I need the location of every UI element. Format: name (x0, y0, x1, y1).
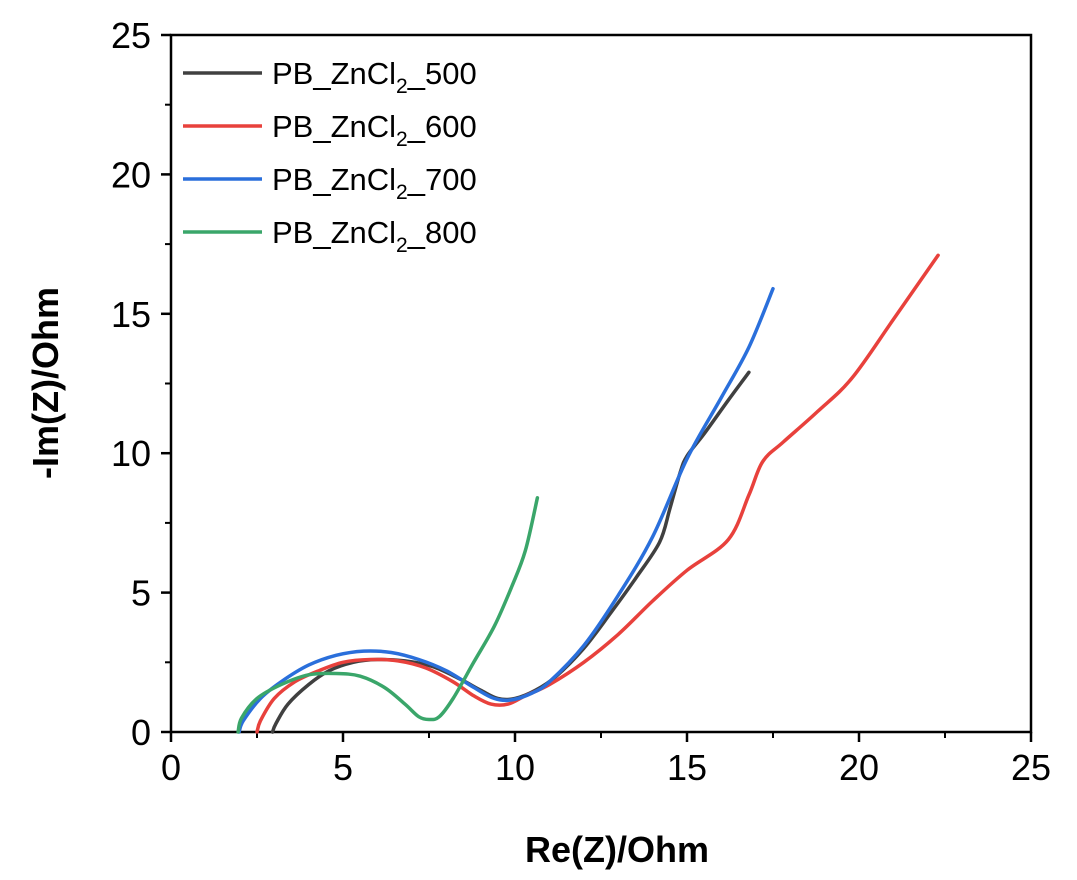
series-line-700 (237, 286, 775, 734)
legend-label: PB_ZnCl2_800 (272, 215, 477, 257)
x-tick-label: 5 (333, 747, 353, 788)
y-tick-label: 25 (111, 15, 151, 56)
x-tick-label: 20 (839, 747, 879, 788)
x-tick-label: 10 (495, 747, 535, 788)
x-tick-label: 0 (161, 747, 181, 788)
y-tick-label: 0 (131, 712, 151, 753)
series-line-600 (255, 253, 940, 734)
y-tick-label: 10 (111, 433, 151, 474)
x-tick-label: 25 (1011, 747, 1051, 788)
y-tick-label: 15 (111, 294, 151, 335)
y-axis-title: -Im(Z)/Ohm (25, 287, 66, 479)
y-tick-label: 5 (131, 573, 151, 614)
series-layer (236, 253, 940, 734)
legend-label: PB_ZnCl2_500 (272, 56, 477, 98)
legend-label: PB_ZnCl2_600 (272, 109, 477, 151)
legend: PB_ZnCl2_500 PB_ZnCl2_600 PB_ZnCl2_700 PB_Z… (183, 56, 477, 257)
series-line-500 (270, 370, 751, 734)
legend-label: PB_ZnCl2_700 (272, 162, 477, 204)
axes-layer: 0 5 10 15 20 25 0 5 10 15 20 25 (111, 15, 1051, 788)
x-axis-title: Re(Z)/Ohm (525, 829, 709, 870)
x-tick-label: 15 (667, 747, 707, 788)
y-tick-label: 20 (111, 154, 151, 195)
series-line-800 (236, 496, 540, 734)
